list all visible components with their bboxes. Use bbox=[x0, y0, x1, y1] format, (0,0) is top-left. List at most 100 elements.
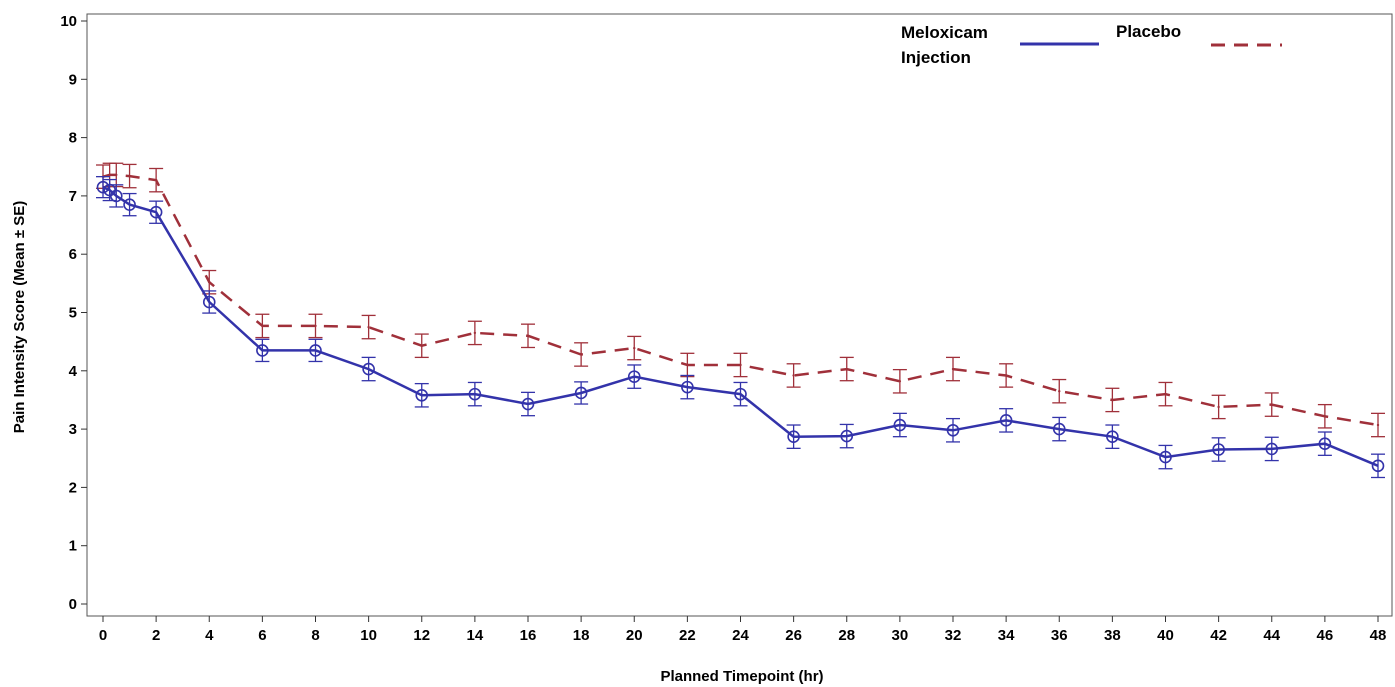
x-tick-label: 22 bbox=[679, 627, 696, 644]
x-tick-label: 24 bbox=[732, 627, 749, 644]
data-point bbox=[202, 295, 216, 309]
x-tick-label: 18 bbox=[573, 627, 590, 644]
error-bar bbox=[1105, 424, 1120, 449]
x-tick-label: 48 bbox=[1370, 627, 1387, 644]
y-tick-label: 2 bbox=[69, 479, 77, 496]
error-bar bbox=[122, 192, 137, 217]
error-bar bbox=[733, 381, 748, 407]
error-bar bbox=[946, 417, 960, 443]
error-bar bbox=[1371, 453, 1385, 479]
data-point bbox=[1376, 423, 1380, 427]
y-tick-label: 4 bbox=[69, 363, 78, 380]
error-bar bbox=[680, 374, 695, 400]
error-bar bbox=[627, 364, 642, 389]
error-bar bbox=[1052, 416, 1067, 442]
error-bar bbox=[1211, 437, 1226, 462]
data-point bbox=[1159, 450, 1172, 464]
data-point bbox=[1058, 390, 1061, 393]
error-bar bbox=[1317, 431, 1332, 456]
x-tick-label: 2 bbox=[152, 627, 160, 644]
error-bar bbox=[255, 338, 270, 363]
x-tick-label: 4 bbox=[205, 627, 214, 644]
error-bar bbox=[109, 184, 124, 208]
error-bar bbox=[892, 412, 907, 438]
y-tick-label: 8 bbox=[69, 130, 77, 147]
error-bar bbox=[202, 290, 217, 314]
data-point bbox=[420, 344, 423, 347]
data-point bbox=[734, 387, 747, 401]
x-axis-title: Planned Timepoint (hr) bbox=[660, 668, 823, 685]
x-tick-label: 10 bbox=[360, 627, 377, 644]
data-point bbox=[109, 189, 123, 203]
data-point bbox=[1217, 405, 1220, 409]
data-point bbox=[1270, 403, 1273, 406]
x-tick-label: 34 bbox=[998, 627, 1015, 644]
x-tick-label: 0 bbox=[99, 627, 107, 644]
data-point bbox=[898, 380, 902, 383]
x-axis-ticks: 0 2 4 6 8 10 12 14 16 18 20 22 24 26 28 30 32 34 36 38 40 42 4… bbox=[99, 616, 1387, 644]
data-point bbox=[999, 414, 1013, 427]
error-bar bbox=[786, 424, 801, 449]
legend-label-placebo: Placebo bbox=[1116, 22, 1181, 41]
series-line bbox=[102, 173, 1379, 427]
legend-label-meloxicam: Injection bbox=[901, 48, 971, 67]
data-point bbox=[633, 346, 636, 350]
error-bar bbox=[1264, 436, 1279, 462]
y-tick-label: 3 bbox=[69, 421, 77, 438]
y-tick-label: 5 bbox=[69, 305, 77, 322]
error-bar bbox=[467, 381, 482, 407]
data-point bbox=[521, 397, 535, 411]
data-point bbox=[314, 324, 317, 328]
data-point bbox=[686, 363, 689, 367]
x-tick-label: 20 bbox=[626, 627, 643, 644]
data-point bbox=[951, 367, 955, 371]
data-point bbox=[627, 370, 641, 383]
x-tick-label: 30 bbox=[892, 627, 909, 644]
y-tick-label: 0 bbox=[69, 596, 77, 613]
legend-label-meloxicam: Meloxicam bbox=[901, 23, 988, 42]
x-tick-label: 44 bbox=[1263, 627, 1280, 644]
data-point bbox=[792, 374, 795, 377]
x-tick-label: 16 bbox=[520, 627, 537, 644]
x-tick-label: 42 bbox=[1210, 627, 1227, 644]
data-point bbox=[1265, 442, 1279, 456]
data-point bbox=[946, 423, 960, 437]
error-bar bbox=[521, 391, 535, 417]
series-layer bbox=[96, 162, 1385, 479]
y-tick-label: 7 bbox=[69, 188, 77, 205]
y-tick-label: 10 bbox=[60, 13, 77, 30]
data-point bbox=[208, 280, 211, 284]
data-point bbox=[256, 344, 269, 357]
legend: Meloxicam Injection Placebo bbox=[901, 22, 1282, 67]
data-point bbox=[108, 173, 111, 177]
series-meloxicam-injection bbox=[96, 176, 1385, 479]
x-tick-label: 12 bbox=[413, 627, 430, 644]
error-bar bbox=[999, 408, 1014, 433]
y-axis-title: Pain Intensity Score (Mean ± SE) bbox=[11, 201, 28, 433]
data-point bbox=[681, 380, 694, 394]
error-bar bbox=[414, 382, 429, 408]
x-tick-label: 32 bbox=[945, 627, 962, 644]
data-point bbox=[367, 325, 370, 329]
data-point bbox=[574, 386, 588, 400]
x-tick-label: 36 bbox=[1051, 627, 1068, 644]
data-point bbox=[840, 429, 854, 443]
data-point bbox=[1052, 422, 1066, 436]
series-line bbox=[102, 186, 1379, 467]
error-bar bbox=[574, 381, 589, 405]
data-point bbox=[739, 363, 742, 367]
data-point bbox=[1371, 459, 1385, 473]
data-point bbox=[579, 353, 583, 356]
x-tick-label: 28 bbox=[838, 627, 855, 644]
data-point bbox=[1212, 443, 1225, 456]
data-point bbox=[1106, 430, 1119, 443]
error-bar bbox=[308, 338, 323, 363]
plot-frame bbox=[86, 13, 1393, 617]
y-tick-label: 9 bbox=[69, 71, 77, 88]
data-point bbox=[1164, 392, 1167, 396]
data-point bbox=[526, 334, 530, 338]
x-tick-label: 6 bbox=[258, 627, 266, 644]
data-point bbox=[261, 324, 264, 328]
error-bar bbox=[149, 200, 164, 224]
